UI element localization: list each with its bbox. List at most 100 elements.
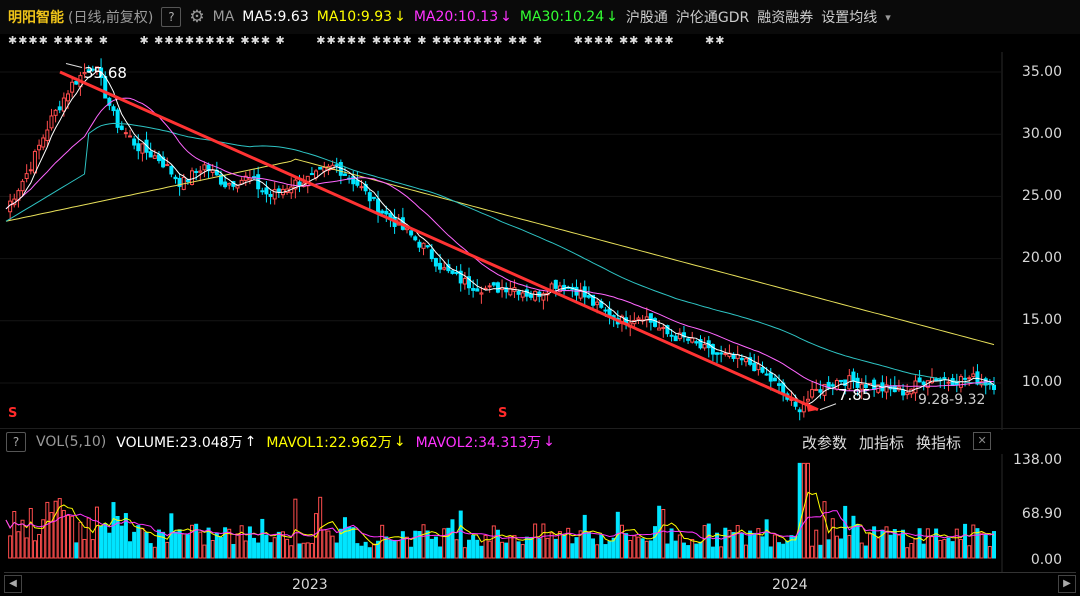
sell-marker: S <box>8 406 18 421</box>
volume-bar <box>94 506 99 559</box>
chevron-down-icon[interactable]: ▾ <box>885 10 891 24</box>
candle <box>260 190 265 193</box>
candle <box>384 210 389 215</box>
volume-bar <box>239 525 244 559</box>
volume-bar <box>442 528 447 559</box>
switch-indicator-button[interactable]: 换指标 <box>916 434 962 452</box>
candle <box>355 179 360 186</box>
volume-bar <box>896 534 901 559</box>
candle <box>243 175 248 181</box>
link-margin[interactable]: 融资融券 <box>757 10 814 26</box>
ma20-arrow: ↓ <box>500 9 512 25</box>
link-hk-connect[interactable]: 沪股通 <box>625 10 668 26</box>
volume-bar <box>954 528 959 559</box>
candle <box>264 187 269 195</box>
gear-icon[interactable]: ⚙ <box>189 7 205 27</box>
candle <box>719 352 724 355</box>
candle <box>669 334 674 337</box>
candle <box>752 362 757 372</box>
volume-bar <box>516 541 521 559</box>
volume-bar <box>640 538 645 559</box>
volume-bar <box>293 498 298 559</box>
volume-bar <box>603 544 608 559</box>
candle <box>198 170 203 173</box>
candle <box>686 338 691 341</box>
volume-bar <box>466 539 471 559</box>
volume-bar <box>636 536 641 559</box>
volume-bar <box>938 539 943 559</box>
candle <box>673 335 678 342</box>
volume-bar <box>301 542 306 559</box>
price-chart[interactable] <box>0 52 1080 430</box>
link-gdr[interactable]: 沪伦通GDR <box>675 10 750 26</box>
time-scrollbar[interactable]: ◀ ▶ <box>4 572 1076 593</box>
candle <box>148 151 153 158</box>
volume-bar <box>148 543 153 559</box>
candle <box>421 242 426 249</box>
volume-bar <box>702 525 707 559</box>
candle <box>371 196 376 199</box>
volume-bar <box>909 543 914 559</box>
volume-bar <box>735 525 740 559</box>
candle <box>698 339 703 349</box>
volume-bar <box>363 541 368 559</box>
volume-bar <box>562 534 567 559</box>
candle <box>681 332 686 338</box>
candle <box>797 409 802 413</box>
volume-bar <box>165 541 170 559</box>
volume-bar <box>421 524 426 559</box>
settings-ma-button[interactable]: 设置均线 <box>821 10 878 26</box>
volume-bar <box>867 533 872 559</box>
x-tick: 2024 <box>772 577 808 593</box>
scroll-left-icon[interactable]: ◀ <box>4 575 22 593</box>
volume-bar <box>495 529 500 559</box>
candle <box>202 164 207 171</box>
help-icon[interactable]: ? <box>161 7 182 27</box>
volume-bar <box>152 546 157 559</box>
candle <box>293 179 298 190</box>
candle <box>466 276 471 289</box>
candle <box>247 177 252 181</box>
volume-bar <box>82 538 87 559</box>
volume-bar <box>607 541 612 559</box>
ma5-value: MA5:9.63 <box>242 9 309 25</box>
volume-bar <box>818 544 823 559</box>
volume-bar <box>86 517 91 559</box>
volume-bar <box>942 538 947 559</box>
period-label[interactable]: (日线,前复权) <box>68 10 154 26</box>
volume-bar <box>570 543 575 559</box>
add-indicator-button[interactable]: 加指标 <box>859 434 905 452</box>
volume-bar <box>28 507 33 559</box>
candle <box>185 179 190 183</box>
scroll-right-icon[interactable]: ▶ <box>1058 575 1076 593</box>
volume-bar <box>665 543 670 559</box>
low-leader-line <box>819 403 837 411</box>
chart-header: 明阳智能 (日线,前复权) ? ⚙ MA MA5:9.63 MA10:9.93 … <box>0 0 1080 34</box>
candle <box>710 344 715 355</box>
info-strip-text: ✱✱ <box>705 34 726 47</box>
candle <box>425 245 430 248</box>
candle <box>471 288 476 291</box>
candle <box>409 230 414 236</box>
volume-chart[interactable] <box>0 454 1080 572</box>
y-tick: 20.00 <box>1021 250 1062 266</box>
volume-bar <box>198 531 203 559</box>
help-icon[interactable]: ? <box>6 432 26 452</box>
candle <box>115 109 120 128</box>
close-icon[interactable]: ✕ <box>973 432 992 450</box>
volume-bar <box>351 527 356 559</box>
edit-params-button[interactable]: 改参数 <box>802 434 848 452</box>
volume-bar <box>417 531 422 559</box>
candle <box>495 282 500 293</box>
volume-bar <box>541 523 546 559</box>
volume-bar <box>384 536 389 559</box>
volume-bar <box>851 515 856 559</box>
candle <box>90 68 95 71</box>
volume-bar <box>438 546 443 559</box>
volume-bar <box>268 542 273 559</box>
candle <box>111 106 116 112</box>
candle <box>297 181 302 187</box>
volume-bar <box>586 531 591 559</box>
candle <box>764 373 769 376</box>
high-leader-line <box>65 63 83 69</box>
